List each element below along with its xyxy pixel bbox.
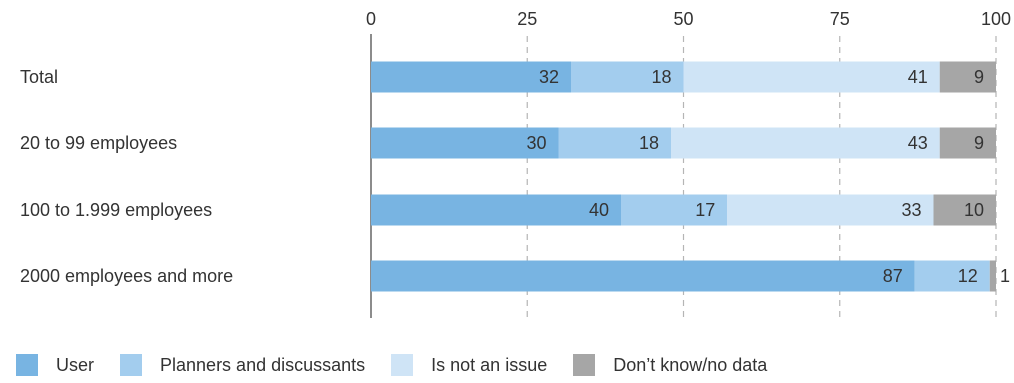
legend-item: Planners and discussants: [120, 354, 365, 376]
data-label: 18: [639, 133, 659, 153]
x-tick-label: 25: [517, 9, 537, 29]
legend-swatch: [120, 354, 143, 376]
legend-label: Planners and discussants: [160, 354, 366, 375]
bar-segment: [683, 61, 940, 93]
bar-segment: [727, 194, 934, 226]
x-tick-label: 50: [673, 9, 693, 29]
legend-swatch: [16, 354, 38, 376]
data-label: 41: [908, 67, 928, 87]
legend-label: Is not an issue: [431, 354, 548, 375]
bar-segment: [571, 61, 684, 93]
category-label: 2000 employees and more: [20, 266, 233, 286]
legend-item: User: [16, 354, 94, 376]
data-label: 1: [1000, 266, 1010, 286]
bar-segment: [371, 61, 571, 93]
bar-segment: [371, 127, 559, 159]
data-label: 87: [883, 266, 903, 286]
bar-segment: [671, 127, 940, 159]
bar-segment: [621, 194, 728, 226]
data-label: 40: [589, 200, 609, 220]
data-label: 32: [539, 67, 559, 87]
data-label: 9: [974, 133, 984, 153]
bar-segment: [914, 260, 990, 292]
data-label: 10: [964, 200, 984, 220]
legend-item: Is not an issue: [391, 354, 547, 376]
legend-label: User: [56, 354, 95, 375]
data-label: 17: [695, 200, 715, 220]
category-label: Total: [20, 67, 58, 87]
data-label: 12: [958, 266, 978, 286]
category-label: 20 to 99 employees: [20, 133, 177, 153]
data-label: 18: [651, 67, 671, 87]
bar-segment: [371, 194, 621, 226]
x-tick-label: 100: [981, 9, 1011, 29]
legend: User Planners and discussants Is not an is…: [16, 354, 793, 376]
bar-segment: [558, 127, 671, 159]
data-label: 9: [974, 67, 984, 87]
data-label: 33: [901, 200, 921, 220]
x-tick-label: 0: [366, 9, 376, 29]
category-label: 100 to 1.999 employees: [20, 200, 212, 220]
bar-segment: [989, 260, 996, 292]
bar-segment: [933, 194, 996, 226]
legend-item: Don’t know/no data: [573, 354, 767, 376]
data-label: 43: [908, 133, 928, 153]
bar-segment: [939, 127, 996, 159]
bar-segment: [939, 61, 996, 93]
stacked-bar-chart: 0 25 50 75 100 Total 20 to 99 employees 100 to …: [20, 9, 1011, 318]
legend-swatch: [391, 354, 414, 376]
x-tick-label: 75: [830, 9, 850, 29]
legend-label: Don’t know/no data: [613, 354, 768, 375]
legend-swatch: [573, 354, 596, 376]
data-label: 30: [526, 133, 546, 153]
bar-segment: [371, 260, 915, 292]
